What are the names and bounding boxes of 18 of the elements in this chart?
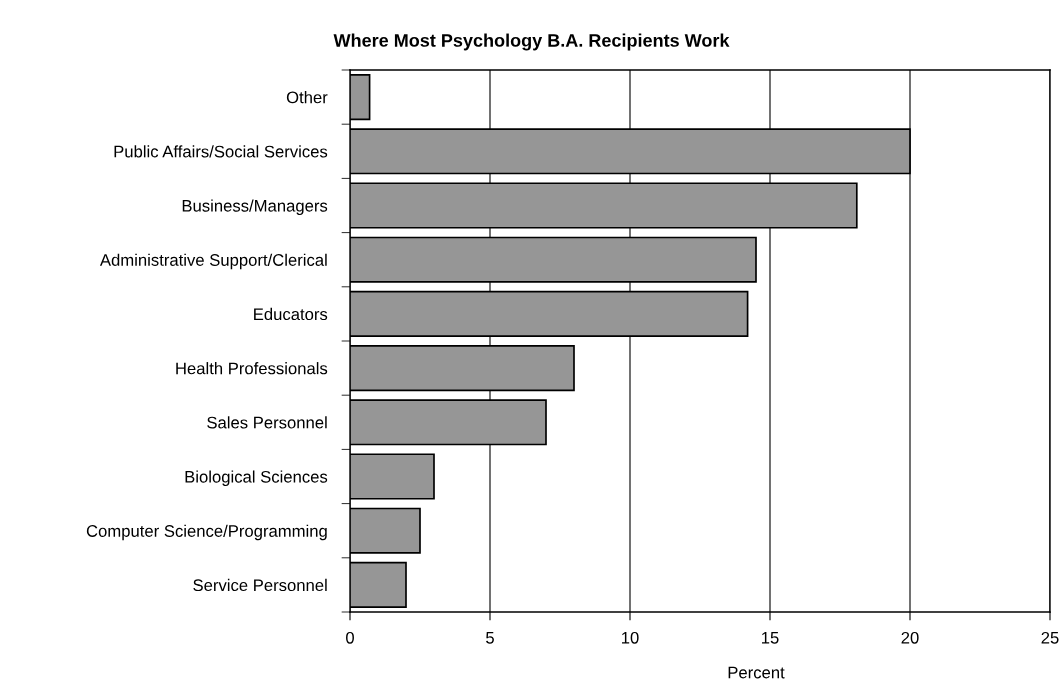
x-axis-title: Percent	[728, 666, 785, 679]
y-tick-label: Administrative Support/Clerical	[99, 253, 327, 270]
y-tick-label: Educators	[254, 307, 328, 321]
x-tick-label: 0	[346, 631, 354, 644]
y-tick-label: Service Personnel	[193, 578, 327, 592]
x-tick-label: 10	[622, 631, 639, 644]
x-tick-label: 5	[486, 632, 494, 644]
y-tick-label: Other	[286, 91, 328, 104]
y-tick-label: Public Affairs/Social Services	[114, 145, 328, 158]
y-tick-label: Sales Personnel	[207, 416, 327, 429]
y-tick-label: Business/Managers	[182, 199, 328, 215]
chart-title: Where Most Psychology B.A. Recipients Work	[333, 33, 730, 51]
y-tick-label: Health Professionals	[176, 362, 328, 375]
x-tick-label: 15	[762, 632, 779, 644]
x-tick-label: 20	[901, 631, 919, 644]
y-tick-label: Computer Science/Programming	[86, 524, 327, 541]
x-tick-label: 25	[1041, 631, 1059, 644]
y-tick-label: Biological Sciences	[185, 470, 328, 486]
